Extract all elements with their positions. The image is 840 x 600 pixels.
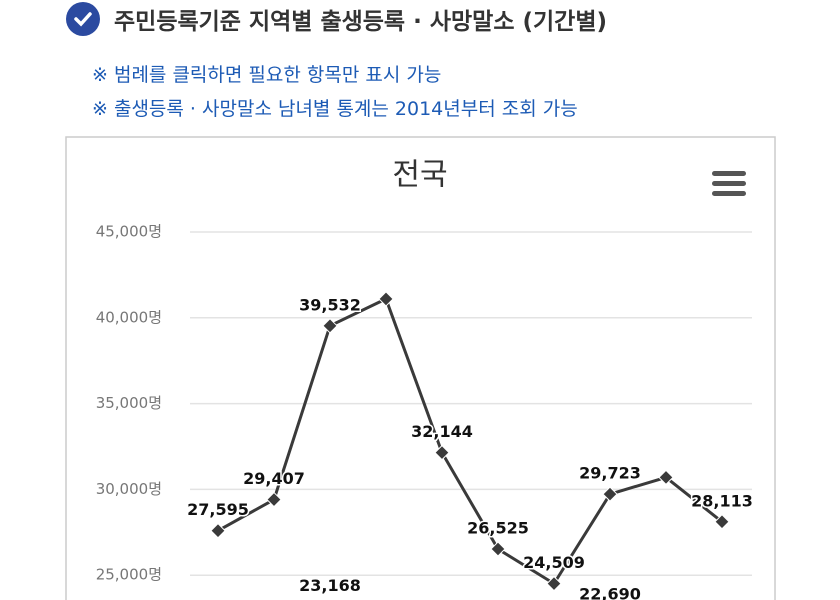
data-label: 24,509 — [523, 553, 585, 572]
menu-button[interactable] — [712, 171, 746, 196]
point — [378, 291, 394, 307]
y-tick-label: 30,000명 — [96, 480, 162, 498]
point — [434, 444, 450, 461]
point — [714, 514, 730, 530]
y-tick-label: 25,000명 — [96, 566, 162, 584]
header: 주민등록기준 지역별 출생등록 · 사망말소 (기간별) — [66, 2, 607, 36]
data-label: 27,595 — [187, 500, 249, 519]
data-label: 26,525 — [467, 519, 529, 538]
data-label: 29,723 — [579, 464, 641, 483]
point — [546, 575, 562, 592]
data-label: 32,144 — [411, 422, 473, 441]
series-line — [217, 296, 723, 586]
data-label: 22,690 — [579, 584, 641, 600]
point — [602, 486, 618, 502]
note: ※ 범례를 클릭하면 필요한 항목만 표시 가능 — [92, 64, 442, 86]
chart-card — [65, 136, 776, 600]
note: ※ 출생등록 · 사망말소 남녀별 통계는 2014년부터 조회 가능 — [92, 98, 578, 120]
data-label: 29,407 — [243, 469, 305, 488]
data-label: 39,532 — [299, 295, 361, 314]
point — [210, 522, 226, 539]
chart-title: 전국 — [392, 158, 447, 193]
y-tick-label: 35,000명 — [96, 394, 162, 412]
page-title: 주민등록기준 지역별 출생등록 · 사망말소 (기간별) — [114, 9, 607, 35]
point — [266, 491, 282, 508]
y-tick-label: 45,000명 — [96, 223, 162, 241]
point — [322, 318, 338, 334]
check-mark — [74, 12, 92, 27]
check-icon — [66, 2, 100, 36]
data-label: 23,168 — [299, 576, 361, 595]
point — [490, 541, 506, 557]
y-tick-label: 40,000명 — [96, 308, 162, 326]
data-label: 28,113 — [691, 491, 753, 510]
point — [658, 469, 674, 486]
